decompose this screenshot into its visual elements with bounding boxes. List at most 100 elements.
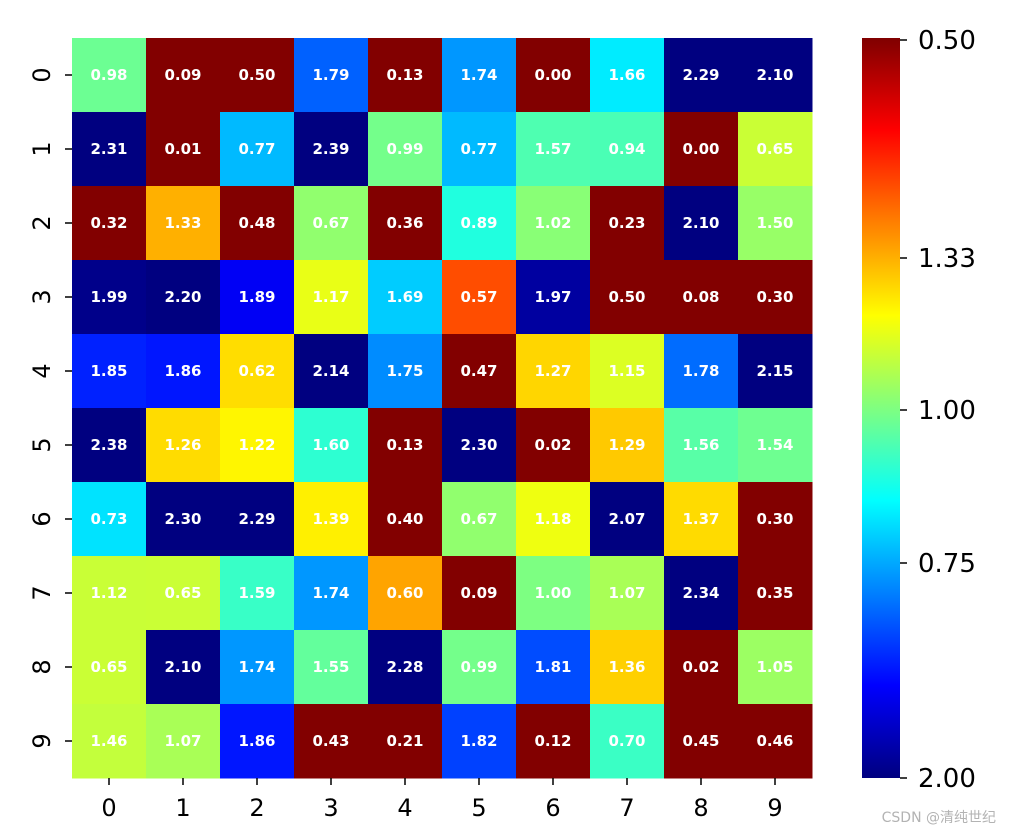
heatmap-cell-r8-c6 xyxy=(516,630,591,705)
heatmap-cell-r2-c7 xyxy=(590,186,665,261)
y-tick-label: 1 xyxy=(28,141,56,156)
heatmap-cell-r4-c2 xyxy=(220,334,295,409)
heatmap-cell-r0-c5 xyxy=(442,38,517,113)
heatmap-cell-r2-c5 xyxy=(442,186,517,261)
cell-value-label: 1.56 xyxy=(682,436,719,454)
heatmap-cell-r4-c1 xyxy=(146,334,221,409)
cell-value-label: 1.36 xyxy=(608,658,645,676)
heatmap-cell-r3-c6 xyxy=(516,260,591,335)
cell-value-label: 0.65 xyxy=(90,658,127,676)
cell-value-label: 0.35 xyxy=(756,584,793,602)
heatmap-cell-r0-c4 xyxy=(368,38,443,113)
heatmap-cell-r9-c0 xyxy=(72,704,147,779)
heatmap-cell-r8-c2 xyxy=(220,630,295,705)
x-tick-label: 0 xyxy=(101,794,116,822)
cell-value-label: 1.86 xyxy=(238,732,275,750)
cell-value-label: 1.97 xyxy=(534,288,571,306)
heatmap-cell-r3-c3 xyxy=(294,260,369,335)
colorbar-tick-label: 0.75 xyxy=(918,549,976,579)
cell-value-label: 0.50 xyxy=(608,288,645,306)
heatmap-cell-r5-c9 xyxy=(738,408,813,483)
cell-value-label: 1.81 xyxy=(534,658,571,676)
heatmap-cell-r1-c6 xyxy=(516,112,591,187)
cell-value-label: 0.67 xyxy=(460,510,497,528)
cell-value-label: 0.47 xyxy=(460,362,497,380)
cell-value-label: 1.79 xyxy=(312,66,349,84)
y-tick-label: 4 xyxy=(28,363,56,378)
heatmap-cell-r5-c7 xyxy=(590,408,665,483)
heatmap-cell-r4-c7 xyxy=(590,334,665,409)
cell-value-label: 0.99 xyxy=(460,658,497,676)
heatmap-cell-r1-c5 xyxy=(442,112,517,187)
heatmap-cell-r8-c0 xyxy=(72,630,147,705)
y-tick-label: 6 xyxy=(28,511,56,526)
heatmap-cell-r6-c6 xyxy=(516,482,591,557)
heatmap-cell-r4-c3 xyxy=(294,334,369,409)
cell-value-label: 1.54 xyxy=(756,436,793,454)
cell-value-label: 2.10 xyxy=(164,658,201,676)
cell-value-label: 0.70 xyxy=(608,732,645,750)
heatmap-cell-r0-c2 xyxy=(220,38,295,113)
heatmap-cell-r2-c0 xyxy=(72,186,147,261)
heatmap-cell-r6-c3 xyxy=(294,482,369,557)
cell-value-label: 0.60 xyxy=(386,584,423,602)
cell-value-label: 0.21 xyxy=(386,732,423,750)
cell-value-label: 0.73 xyxy=(90,510,127,528)
heatmap-cell-r7-c5 xyxy=(442,556,517,631)
cell-value-label: 0.43 xyxy=(312,732,349,750)
heatmap-cell-r8-c8 xyxy=(664,630,739,705)
heatmap-cell-r4-c6 xyxy=(516,334,591,409)
cell-value-label: 2.20 xyxy=(164,288,201,306)
cell-value-label: 1.78 xyxy=(682,362,719,380)
heatmap-cell-r9-c2 xyxy=(220,704,295,779)
cell-value-label: 2.15 xyxy=(756,362,793,380)
heatmap-cell-r1-c3 xyxy=(294,112,369,187)
heatmap-cell-r3-c9 xyxy=(738,260,813,335)
cell-value-label: 1.69 xyxy=(386,288,423,306)
heatmap-cell-r8-c4 xyxy=(368,630,443,705)
cell-value-label: 0.08 xyxy=(682,288,719,306)
heatmap-cell-r6-c4 xyxy=(368,482,443,557)
cell-value-label: 1.07 xyxy=(164,732,201,750)
heatmap-cell-r4-c8 xyxy=(664,334,739,409)
heatmap-cell-r5-c8 xyxy=(664,408,739,483)
cell-value-label: 0.50 xyxy=(238,66,275,84)
cell-value-label: 1.50 xyxy=(756,214,793,232)
x-tick-label: 8 xyxy=(693,794,708,822)
colorbar-tick-label: 1.00 xyxy=(918,396,976,426)
cell-value-label: 1.74 xyxy=(460,66,497,84)
heatmap-cell-r6-c0 xyxy=(72,482,147,557)
heatmap-cell-r4-c5 xyxy=(442,334,517,409)
cell-value-label: 0.02 xyxy=(534,436,571,454)
heatmap-cell-r2-c1 xyxy=(146,186,221,261)
cell-value-label: 1.89 xyxy=(238,288,275,306)
cell-value-label: 0.36 xyxy=(386,214,423,232)
heatmap-cell-r6-c5 xyxy=(442,482,517,557)
cell-value-label: 1.26 xyxy=(164,436,201,454)
x-tick-label: 7 xyxy=(619,794,634,822)
heatmap-cell-r7-c8 xyxy=(664,556,739,631)
x-tick-label: 5 xyxy=(471,794,486,822)
heatmap-cell-r1-c7 xyxy=(590,112,665,187)
heatmap-cell-r5-c4 xyxy=(368,408,443,483)
cell-value-label: 1.17 xyxy=(312,288,349,306)
y-tick-label: 2 xyxy=(28,215,56,230)
cell-value-label: 1.74 xyxy=(238,658,275,676)
heatmap-cells xyxy=(72,38,813,779)
cell-value-label: 2.10 xyxy=(756,66,793,84)
x-tick-label: 4 xyxy=(397,794,412,822)
heatmap-cell-r9-c4 xyxy=(368,704,443,779)
cell-value-label: 1.82 xyxy=(460,732,497,750)
colorbar-tick-label: 2.00 xyxy=(918,764,976,794)
heatmap-cell-r0-c1 xyxy=(146,38,221,113)
heatmap-cell-r2-c9 xyxy=(738,186,813,261)
x-tick-label: 1 xyxy=(175,794,190,822)
heatmap-cell-r9-c9 xyxy=(738,704,813,779)
y-axis: 0 1 2 3 4 5 6 7 8 9 xyxy=(28,67,72,749)
heatmap-cell-r1-c9 xyxy=(738,112,813,187)
heatmap-cell-r5-c5 xyxy=(442,408,517,483)
heatmap-cell-r9-c6 xyxy=(516,704,591,779)
heatmap-cell-r9-c8 xyxy=(664,704,739,779)
heatmap-cell-r9-c3 xyxy=(294,704,369,779)
